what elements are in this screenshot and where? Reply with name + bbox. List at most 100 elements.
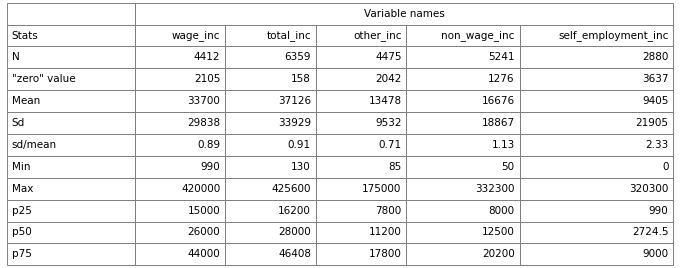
Bar xyxy=(135,200,225,222)
Bar xyxy=(316,46,407,68)
Text: 320300: 320300 xyxy=(629,184,668,194)
Text: 4412: 4412 xyxy=(194,53,220,62)
Text: non_wage_inc: non_wage_inc xyxy=(441,30,515,41)
Bar xyxy=(316,200,407,222)
Bar xyxy=(520,156,673,178)
Text: 8000: 8000 xyxy=(489,206,515,215)
Bar xyxy=(520,112,673,134)
Text: 2042: 2042 xyxy=(375,74,402,84)
Bar xyxy=(407,156,520,178)
Bar xyxy=(316,134,407,156)
Text: 16200: 16200 xyxy=(278,206,311,215)
Text: 990: 990 xyxy=(649,206,668,215)
Text: sd/mean: sd/mean xyxy=(12,140,56,150)
Bar xyxy=(135,134,225,156)
Text: "zero" value: "zero" value xyxy=(12,74,75,84)
Bar xyxy=(7,25,135,46)
Text: 85: 85 xyxy=(388,162,402,172)
Text: 1.13: 1.13 xyxy=(492,140,515,150)
Bar xyxy=(520,200,673,222)
Bar xyxy=(7,112,135,134)
Text: Mean: Mean xyxy=(12,96,40,106)
Bar xyxy=(520,25,673,46)
Bar xyxy=(316,112,407,134)
Bar xyxy=(520,222,673,243)
Text: total_inc: total_inc xyxy=(267,30,311,41)
Text: 37126: 37126 xyxy=(278,96,311,106)
Bar xyxy=(225,68,316,90)
Text: p25: p25 xyxy=(12,206,31,215)
Text: 12500: 12500 xyxy=(482,228,515,237)
Bar xyxy=(407,178,520,200)
Text: 15000: 15000 xyxy=(188,206,220,215)
Bar xyxy=(135,25,225,46)
Bar xyxy=(225,156,316,178)
Text: 2880: 2880 xyxy=(642,53,668,62)
Text: 11200: 11200 xyxy=(369,228,402,237)
Text: 9405: 9405 xyxy=(642,96,668,106)
Text: wage_inc: wage_inc xyxy=(172,30,220,41)
Text: 20200: 20200 xyxy=(482,250,515,259)
Bar xyxy=(7,46,135,68)
Text: 29838: 29838 xyxy=(187,118,220,128)
Bar xyxy=(7,178,135,200)
Text: 425600: 425600 xyxy=(271,184,311,194)
Text: p50: p50 xyxy=(12,228,31,237)
Text: N: N xyxy=(12,53,19,62)
Bar xyxy=(407,68,520,90)
Bar xyxy=(316,243,407,265)
Text: 0.71: 0.71 xyxy=(379,140,402,150)
Bar xyxy=(520,46,673,68)
Text: self_employment_inc: self_employment_inc xyxy=(558,30,668,41)
Bar xyxy=(7,243,135,265)
Bar xyxy=(135,222,225,243)
Text: 2.33: 2.33 xyxy=(645,140,668,150)
Bar xyxy=(135,90,225,112)
Bar xyxy=(7,134,135,156)
Text: 28000: 28000 xyxy=(278,228,311,237)
Bar xyxy=(316,68,407,90)
Text: 0.91: 0.91 xyxy=(288,140,311,150)
Bar xyxy=(135,178,225,200)
Bar xyxy=(520,68,673,90)
Bar xyxy=(407,25,520,46)
Bar xyxy=(407,200,520,222)
Text: 50: 50 xyxy=(502,162,515,172)
Bar xyxy=(407,222,520,243)
Text: 175000: 175000 xyxy=(362,184,402,194)
Text: 33929: 33929 xyxy=(278,118,311,128)
Text: 990: 990 xyxy=(201,162,220,172)
Bar xyxy=(225,178,316,200)
Text: 44000: 44000 xyxy=(188,250,220,259)
Text: 332300: 332300 xyxy=(475,184,515,194)
Bar xyxy=(7,68,135,90)
Bar xyxy=(407,46,520,68)
Bar xyxy=(225,222,316,243)
Text: 3637: 3637 xyxy=(642,74,668,84)
Bar xyxy=(520,90,673,112)
Bar xyxy=(135,156,225,178)
Text: 46408: 46408 xyxy=(278,250,311,259)
Text: 420000: 420000 xyxy=(181,184,220,194)
Text: 0.89: 0.89 xyxy=(197,140,220,150)
Bar xyxy=(520,178,673,200)
Bar xyxy=(7,200,135,222)
Text: 26000: 26000 xyxy=(188,228,220,237)
Bar xyxy=(225,25,316,46)
Text: 158: 158 xyxy=(291,74,311,84)
Text: 6359: 6359 xyxy=(284,53,311,62)
Text: Variable names: Variable names xyxy=(364,9,444,18)
Text: 16676: 16676 xyxy=(481,96,515,106)
Bar xyxy=(225,90,316,112)
Bar xyxy=(225,200,316,222)
Bar xyxy=(316,178,407,200)
Bar xyxy=(407,243,520,265)
Text: Max: Max xyxy=(12,184,33,194)
Bar xyxy=(225,46,316,68)
Text: 13478: 13478 xyxy=(369,96,402,106)
Text: 130: 130 xyxy=(291,162,311,172)
Text: Stats: Stats xyxy=(12,31,38,40)
Bar xyxy=(316,222,407,243)
Text: other_inc: other_inc xyxy=(353,30,402,41)
Text: 21905: 21905 xyxy=(635,118,668,128)
